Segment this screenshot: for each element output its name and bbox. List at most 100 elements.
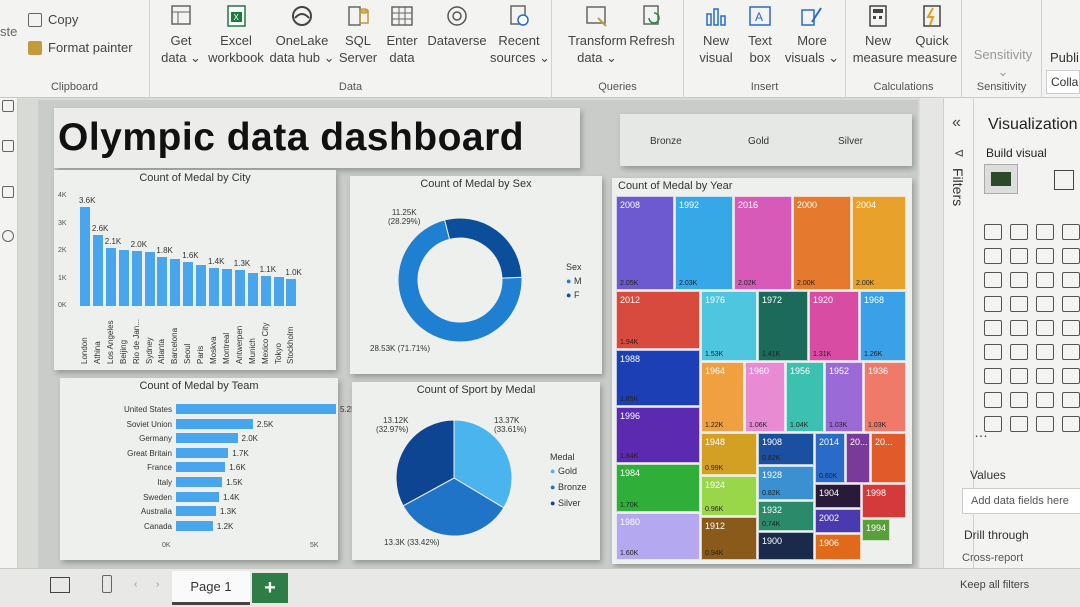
- city-bar[interactable]: [157, 256, 168, 306]
- visual-type-icon[interactable]: [1010, 296, 1028, 312]
- visual-type-icon[interactable]: [1010, 368, 1028, 384]
- treemap-tile[interactable]: 2008 2.05K: [616, 196, 674, 290]
- treemap-tile[interactable]: 1994: [862, 519, 890, 541]
- page-tab-1[interactable]: Page 1: [172, 571, 250, 605]
- treemap-tile[interactable]: 2014 0.60K: [815, 433, 845, 483]
- city-bar-chart[interactable]: Count of Medal by City 4K 3K 2K 1K 0K 3.6K Lon…: [54, 170, 336, 370]
- visual-type-icon[interactable]: [1010, 272, 1028, 288]
- prev-page-icon[interactable]: ‹: [134, 579, 138, 590]
- team-bar[interactable]: [176, 447, 229, 458]
- add-data-fields-dropzone[interactable]: Add data fields here: [962, 488, 1080, 514]
- city-bar[interactable]: [105, 248, 116, 306]
- team-bar[interactable]: [176, 491, 220, 502]
- treemap-tile[interactable]: 1912 0.94K: [701, 517, 757, 560]
- treemap-tile[interactable]: 2002: [815, 509, 861, 533]
- visual-type-icon[interactable]: [984, 272, 1002, 288]
- copy-button[interactable]: Copy: [28, 12, 78, 27]
- visual-type-icon[interactable]: [1062, 368, 1080, 384]
- visual-type-icon[interactable]: [1036, 416, 1054, 432]
- visual-type-icon[interactable]: [984, 224, 1002, 240]
- model-view-icon[interactable]: [2, 186, 14, 198]
- sex-donut-chart[interactable]: Count of Medal by Sex 11.25K (28.29%) 28…: [350, 176, 602, 374]
- medal-slicer[interactable]: Bronze Gold Silver: [620, 114, 912, 166]
- dax-view-icon[interactable]: [2, 230, 14, 242]
- city-bar[interactable]: [170, 259, 181, 306]
- visual-type-icon[interactable]: [1036, 392, 1054, 408]
- city-bar[interactable]: [118, 249, 129, 306]
- city-bar[interactable]: [209, 267, 219, 306]
- city-bar[interactable]: [183, 262, 194, 306]
- team-bar[interactable]: [176, 462, 226, 473]
- visual-type-icon[interactable]: [1010, 224, 1028, 240]
- new-visual-button[interactable]: New visual: [696, 4, 736, 66]
- transform-data-button[interactable]: Transform data ⌄: [568, 4, 627, 66]
- city-bar[interactable]: [131, 251, 142, 306]
- visual-type-icon[interactable]: [984, 416, 1002, 432]
- visual-type-icon[interactable]: [984, 368, 1002, 384]
- treemap-tile[interactable]: 2012 1.94K: [616, 291, 700, 349]
- text-box-button[interactable]: A Text box: [740, 4, 780, 66]
- visual-type-icon[interactable]: [1062, 296, 1080, 312]
- visual-type-icon[interactable]: [1010, 248, 1028, 264]
- treemap-tile[interactable]: 1988 1.85K: [616, 350, 700, 406]
- team-bar[interactable]: [176, 433, 238, 444]
- team-bar[interactable]: [176, 506, 216, 517]
- treemap-tile[interactable]: 1906: [815, 534, 861, 560]
- visual-type-icon[interactable]: [1036, 224, 1054, 240]
- team-bar-chart[interactable]: Count of Medal by Team United States 5.2K…: [60, 378, 356, 560]
- visual-type-icon[interactable]: [1010, 344, 1028, 360]
- title-textbox[interactable]: Olympic data dashboard: [54, 108, 580, 168]
- chart-slice[interactable]: [444, 217, 523, 279]
- refresh-button[interactable]: Refresh: [626, 4, 678, 49]
- mobile-view-icon[interactable]: [102, 575, 112, 593]
- visual-type-icon[interactable]: [1036, 320, 1054, 336]
- format-visual-tab-icon[interactable]: [1054, 170, 1074, 190]
- treemap-tile[interactable]: 1984 1.70K: [616, 464, 700, 512]
- visual-type-icon[interactable]: [1010, 320, 1028, 336]
- desktop-view-icon[interactable]: [50, 577, 70, 593]
- city-bar[interactable]: [247, 273, 258, 306]
- dataverse-button[interactable]: Dataverse: [426, 4, 488, 49]
- visual-type-icon[interactable]: [1062, 224, 1080, 240]
- treemap-tile[interactable]: 1998: [862, 484, 906, 518]
- treemap-tile[interactable]: 1948 0.99K: [701, 433, 757, 475]
- team-bar[interactable]: [176, 404, 336, 414]
- team-bar[interactable]: [176, 477, 223, 487]
- treemap-tile[interactable]: 1924 0.96K: [701, 476, 757, 516]
- visual-type-icon[interactable]: [1036, 296, 1054, 312]
- visual-type-icon[interactable]: [1062, 392, 1080, 408]
- visual-type-icon[interactable]: [1062, 344, 1080, 360]
- visual-type-icon[interactable]: [984, 392, 1002, 408]
- city-bar[interactable]: [234, 270, 245, 306]
- chart-slice[interactable]: [453, 419, 513, 509]
- get-data-button[interactable]: Get data ⌄: [158, 4, 204, 66]
- visual-type-icon[interactable]: [1036, 248, 1054, 264]
- treemap-tile[interactable]: 20...: [871, 433, 906, 483]
- treemap-tile[interactable]: 1964 1.22K: [701, 362, 744, 432]
- city-bar[interactable]: [92, 234, 103, 306]
- treemap-tile[interactable]: 1968 1.26K: [860, 291, 906, 361]
- visual-type-icon[interactable]: [1036, 272, 1054, 288]
- city-bar[interactable]: [196, 264, 207, 306]
- slicer-option-bronze[interactable]: Bronze: [650, 136, 682, 147]
- publish-button[interactable]: Publi: [1050, 50, 1079, 65]
- slicer-option-gold[interactable]: Gold: [748, 136, 770, 147]
- format-painter-button[interactable]: Format painter: [28, 40, 133, 55]
- treemap-tile[interactable]: 1904: [815, 484, 861, 508]
- add-page-button[interactable]: +: [252, 573, 288, 603]
- treemap-tile[interactable]: 2000 2.00K: [793, 196, 851, 290]
- visual-type-icon[interactable]: [1010, 416, 1028, 432]
- onelake-button[interactable]: OneLake data hub ⌄: [268, 4, 336, 66]
- visual-type-icon[interactable]: [984, 296, 1002, 312]
- paste-partial-label[interactable]: ste: [0, 24, 18, 39]
- city-bar[interactable]: [221, 268, 232, 306]
- visual-type-icon[interactable]: [984, 248, 1002, 264]
- treemap-tile[interactable]: 1920 1.31K: [809, 291, 859, 361]
- treemap-tile[interactable]: 1960 1.06K: [745, 362, 785, 432]
- new-measure-button[interactable]: New measure: [852, 4, 904, 66]
- treemap-tile[interactable]: 1996 1.84K: [616, 407, 700, 463]
- treemap-tile[interactable]: 1936 1.03K: [864, 362, 906, 432]
- treemap-tile[interactable]: 1908 0.82K: [758, 433, 814, 465]
- visual-type-icon[interactable]: [984, 320, 1002, 336]
- chart-slice[interactable]: [395, 419, 455, 507]
